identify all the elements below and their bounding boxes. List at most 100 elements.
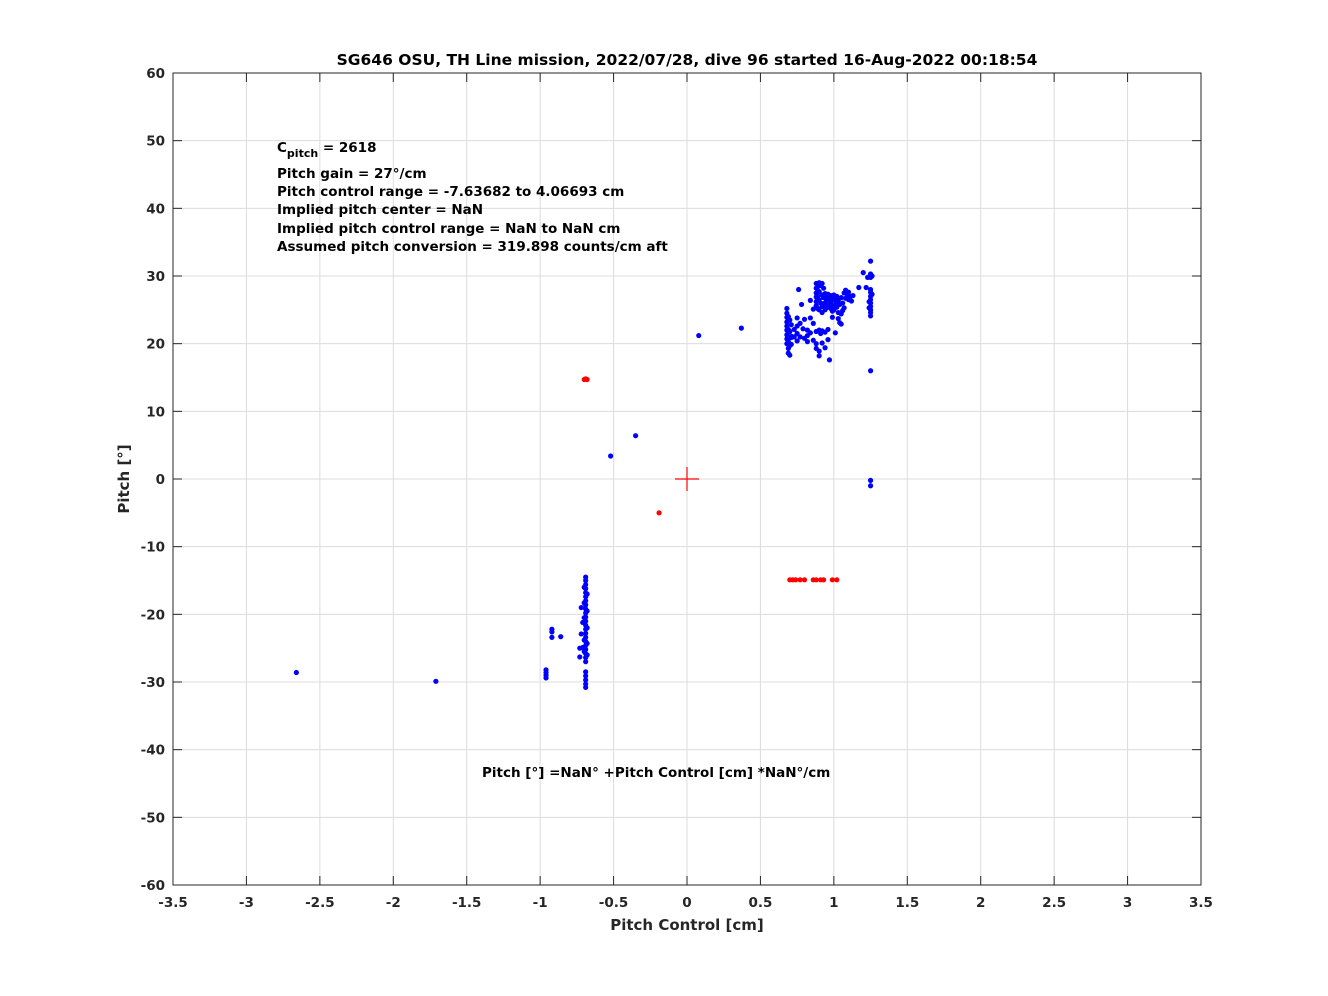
- data-point: [819, 280, 825, 287]
- data-point: [810, 320, 816, 326]
- data-point: [838, 321, 844, 327]
- y-tick-label: 10: [146, 404, 165, 420]
- data-point: [867, 258, 874, 264]
- data-point: [820, 285, 827, 291]
- y-tick-label: -10: [141, 540, 165, 556]
- fit-equation-annotation: Pitch [°] =NaN° +Pitch Control [cm] *NaN…: [482, 765, 830, 781]
- c-pitch-value: = 2618: [318, 140, 376, 156]
- data-point: [838, 295, 844, 301]
- data-point: [867, 313, 874, 319]
- data-point: [788, 322, 794, 328]
- data-point: [848, 298, 855, 304]
- pitch-control-range-annotation: Pitch control range = -7.63682 to 4.0669…: [277, 184, 624, 200]
- data-point: [863, 284, 869, 291]
- x-tick-label: 3: [1123, 895, 1132, 911]
- data-point: [804, 339, 811, 345]
- data-point: [558, 634, 564, 640]
- data-point: [794, 330, 800, 337]
- assumed-pitch-conversion-annotation: Assumed pitch conversion = 319.898 count…: [277, 239, 668, 255]
- chart-title: SG646 OSU, TH Line mission, 2022/07/28, …: [337, 51, 1038, 69]
- data-point: [794, 338, 800, 344]
- data-point: [860, 270, 866, 276]
- data-point: [584, 608, 590, 614]
- data-point: [867, 477, 874, 483]
- data-point: [834, 293, 840, 299]
- data-point: [820, 577, 827, 583]
- data-point: [813, 577, 819, 583]
- data-point: [543, 675, 549, 681]
- data-point: [810, 337, 816, 343]
- data-point: [608, 453, 614, 459]
- data-point: [583, 659, 589, 665]
- data-point: [793, 577, 799, 583]
- data-point: [832, 330, 838, 336]
- data-point: [841, 305, 847, 311]
- c-pitch-subscript: pitch: [287, 147, 318, 160]
- data-point: [738, 325, 744, 331]
- data-point: [807, 315, 813, 321]
- data-point: [829, 577, 835, 583]
- axis-ticks: [172, 72, 1202, 886]
- data-point: [797, 577, 803, 583]
- x-tick-label: -2: [386, 895, 401, 911]
- y-tick-label: 0: [156, 472, 165, 488]
- y-tick-label: 30: [146, 269, 165, 285]
- data-point: [584, 591, 590, 597]
- data-point: [578, 604, 584, 611]
- y-tick-label: 50: [146, 134, 165, 150]
- data-point: [584, 652, 590, 658]
- data-point: [656, 510, 662, 516]
- data-point: [798, 301, 805, 308]
- data-point: [850, 293, 856, 299]
- x-tick-label: 0.5: [748, 895, 772, 911]
- y-tick-label: -50: [141, 810, 165, 826]
- data-point: [867, 483, 874, 489]
- x-tick-label: 0: [682, 895, 691, 911]
- y-tick-labels: -60 -50 -40 -30 -20 -10 0 10 20 30 40 50 60: [141, 66, 165, 894]
- data-point: [813, 341, 819, 347]
- data-point: [845, 289, 852, 295]
- data-point: [856, 284, 862, 291]
- data-point: [577, 654, 583, 660]
- data-point: [578, 631, 584, 637]
- data-point: [810, 306, 816, 312]
- data-point: [583, 630, 589, 636]
- data-point: [869, 273, 875, 279]
- data-point: [834, 577, 840, 583]
- x-tick-label: -1.5: [452, 895, 482, 911]
- y-tick-label: 20: [146, 337, 165, 353]
- implied-pitch-center-annotation: Implied pitch center = NaN: [277, 202, 483, 218]
- data-point: [784, 332, 790, 338]
- data-point: [825, 326, 831, 333]
- data-point: [784, 305, 790, 312]
- data-point: [577, 645, 583, 651]
- data-point: [867, 368, 874, 374]
- data-point: [549, 634, 555, 640]
- data-point: [791, 326, 797, 333]
- data-point: [829, 314, 835, 320]
- data-point: [633, 433, 639, 439]
- data-point: [816, 288, 822, 295]
- x-axis-label: Pitch Control [cm]: [610, 916, 764, 934]
- data-point: [583, 677, 589, 683]
- data-point: [583, 669, 589, 675]
- data-point: [822, 345, 828, 351]
- data-point: [788, 341, 794, 347]
- data-point: [583, 673, 589, 679]
- data-point: [816, 348, 822, 354]
- data-point: [796, 286, 802, 293]
- plot-frame: [172, 72, 1202, 886]
- x-tick-label: 2: [976, 895, 985, 911]
- data-point: [696, 332, 702, 339]
- x-tick-label: 1.5: [895, 895, 919, 911]
- data-points: [293, 258, 875, 691]
- x-tick-label: 1: [829, 895, 838, 911]
- data-point: [433, 678, 439, 684]
- data-point: [866, 299, 872, 305]
- data-point: [807, 297, 813, 303]
- data-point: [581, 376, 587, 383]
- data-point: [581, 637, 587, 643]
- x-tick-label: -3.5: [158, 895, 188, 911]
- data-point: [825, 337, 831, 343]
